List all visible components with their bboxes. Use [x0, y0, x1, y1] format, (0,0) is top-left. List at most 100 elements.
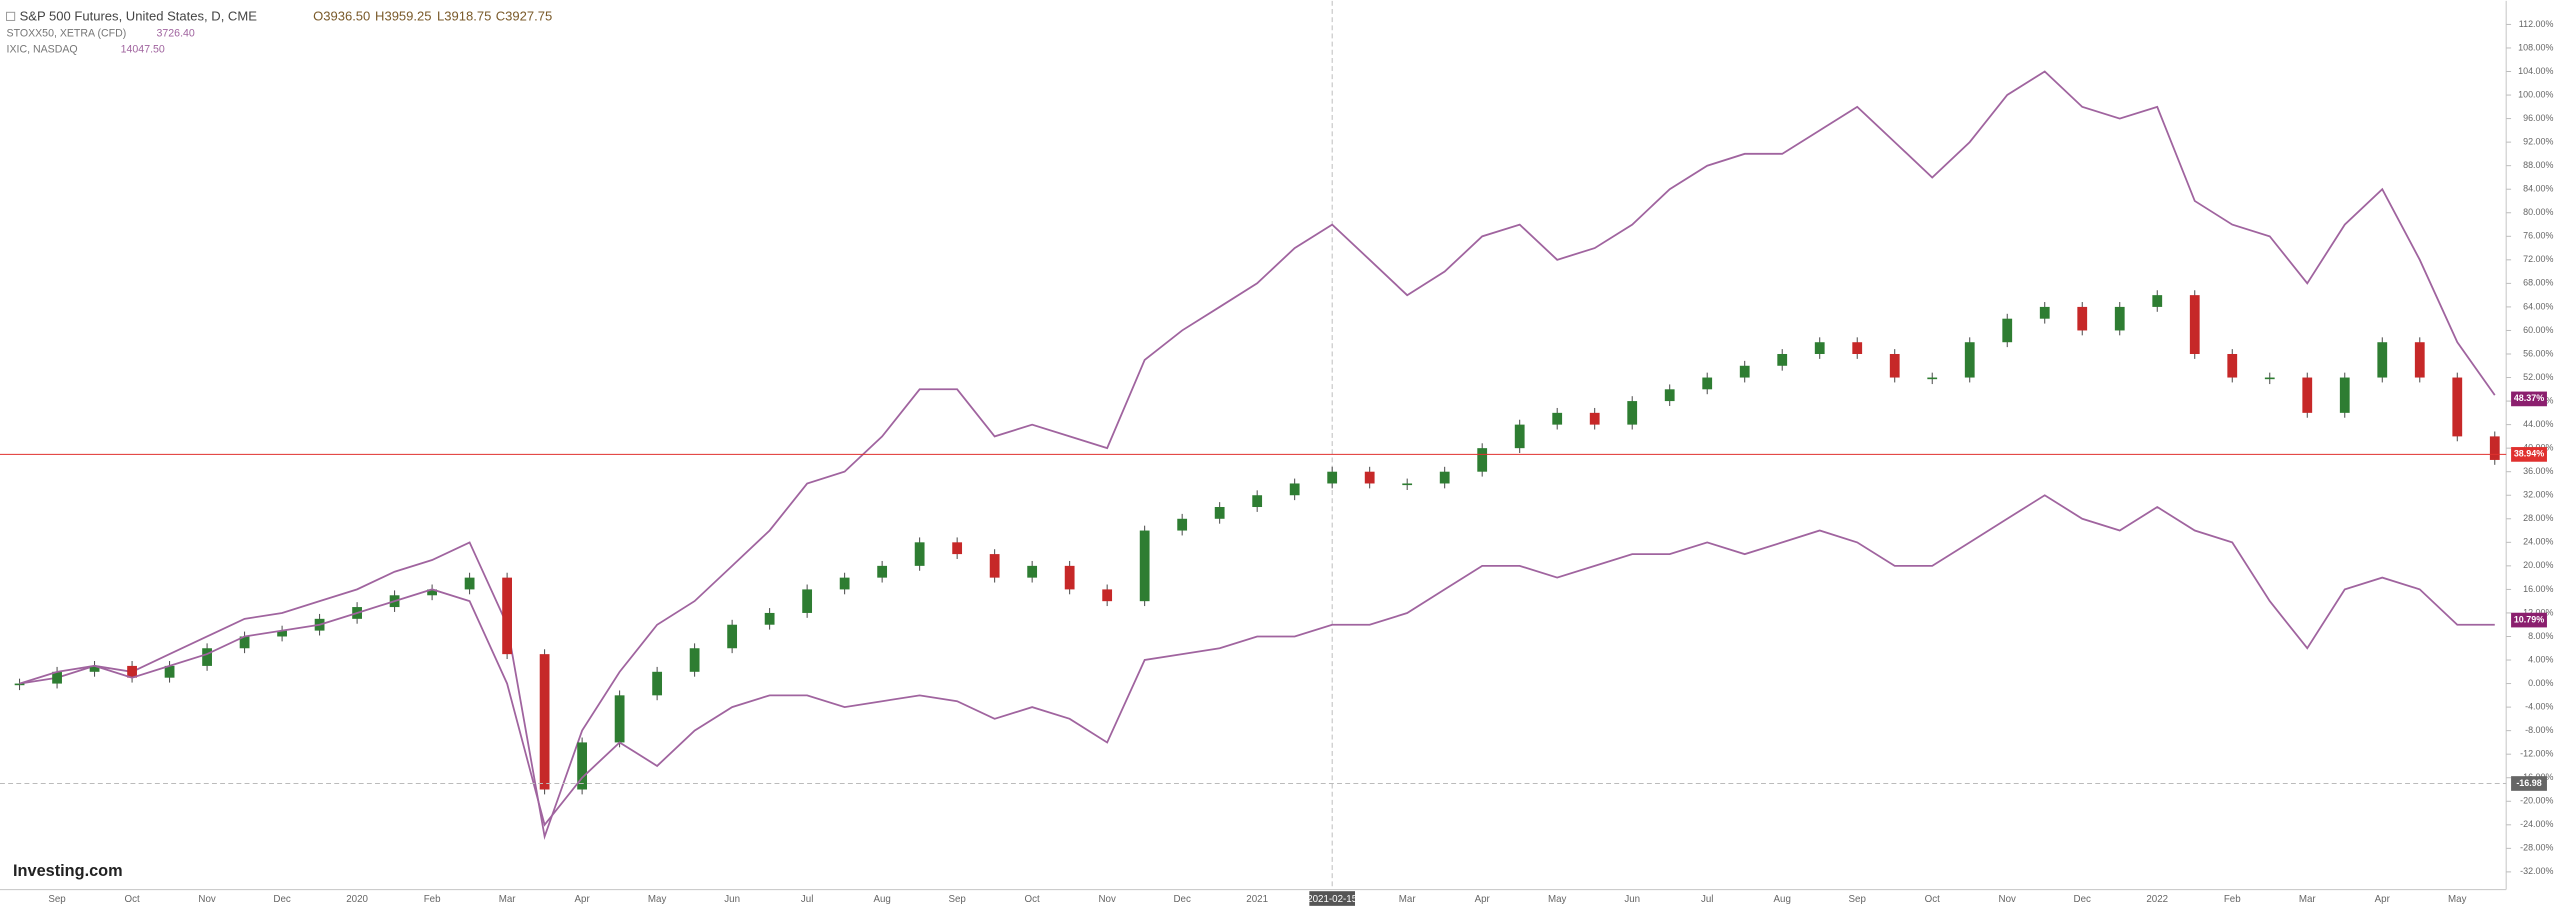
y-tick-label: -12.00%: [2520, 749, 2553, 759]
x-tick-label: Oct: [1025, 894, 1040, 905]
y-tick-label: 16.00%: [2523, 584, 2553, 594]
candle: [502, 577, 512, 655]
y-tick-label: 84.00%: [2523, 184, 2553, 194]
y-tick-label: 28.00%: [2523, 513, 2553, 523]
candle: [2227, 353, 2238, 378]
candle: [164, 665, 175, 678]
candle: [1702, 377, 1713, 390]
x-tick-label: May: [648, 894, 667, 905]
x-tick-label: Dec: [2074, 894, 2091, 905]
x-tick-label: Feb: [2224, 894, 2241, 905]
open: O3936.50: [313, 9, 370, 24]
x-tick-label: Aug: [1774, 894, 1791, 905]
candle: [127, 665, 137, 678]
compare-last: 14047.50: [121, 44, 165, 56]
crosshair-date-box: [1309, 891, 1356, 906]
candle: [1664, 389, 1675, 402]
x-tick-label: 2022: [2146, 894, 2168, 905]
low: L3918.75: [437, 9, 491, 24]
price-label: 38.94%: [2514, 449, 2544, 459]
x-tick-label: Jun: [1624, 894, 1640, 905]
series-line: [19, 494, 2495, 827]
x-tick-label: Aug: [873, 894, 890, 905]
candle: [52, 671, 62, 684]
candle: [1889, 353, 1900, 378]
x-tick-label: Oct: [124, 894, 139, 905]
compare-last: 3726.40: [157, 27, 195, 39]
x-tick-label: 2020: [346, 894, 368, 905]
y-tick-label: -8.00%: [2525, 725, 2553, 735]
candle: [1514, 424, 1525, 449]
x-tick-label: Apr: [2375, 894, 2391, 905]
x-tick-label: Jul: [801, 894, 813, 905]
candle: [2452, 377, 2463, 437]
y-tick-label: 4.00%: [2528, 654, 2553, 664]
y-tick-label: 64.00%: [2523, 301, 2553, 311]
price-label: -16.98: [2516, 778, 2541, 788]
instrument-title: S&P 500 Futures, United States, D, CME: [20, 9, 258, 24]
y-tick-label: 108.00%: [2518, 42, 2553, 52]
x-tick-label: Sep: [48, 894, 66, 905]
y-tick-label: 60.00%: [2523, 325, 2553, 335]
candle: [2077, 306, 2088, 331]
crosshair-date: 2021-02-15: [1307, 894, 1358, 905]
candle: [427, 589, 437, 596]
y-tick-label: -24.00%: [2520, 819, 2553, 829]
candle: [764, 612, 775, 625]
candle: [727, 624, 738, 649]
candle: [202, 648, 212, 666]
candle: [802, 589, 813, 613]
x-tick-label: Apr: [1475, 894, 1491, 905]
y-tick-label: 8.00%: [2528, 631, 2553, 641]
candle: [2114, 306, 2125, 331]
price-label-box: [2511, 612, 2547, 628]
candle: [1177, 518, 1188, 531]
candle: [1477, 448, 1488, 472]
candle: [952, 542, 963, 555]
candle: [2039, 306, 2050, 319]
price-label-box: [2511, 447, 2547, 462]
candle: [689, 648, 700, 672]
y-tick-label: 96.00%: [2523, 113, 2553, 123]
y-tick-label: -20.00%: [2520, 796, 2553, 806]
y-tick-label: -4.00%: [2525, 701, 2553, 711]
y-tick-label: 76.00%: [2523, 231, 2553, 241]
y-tick-label: 20.00%: [2523, 560, 2553, 570]
candle: [1552, 412, 1563, 425]
y-tick-label: 68.00%: [2523, 278, 2553, 288]
candle: [1927, 377, 1938, 380]
candle: [1439, 471, 1450, 484]
candle: [1402, 483, 1413, 486]
candle: [1739, 365, 1750, 378]
x-tick-label: Dec: [273, 894, 290, 905]
x-tick-label: Mar: [1399, 894, 1417, 905]
candle: [1327, 471, 1338, 484]
y-tick-label: 112.00%: [2519, 19, 2554, 29]
x-tick-label: 2021: [1246, 894, 1268, 905]
y-tick-label: -32.00%: [2520, 866, 2553, 876]
y-tick-label: 52.00%: [2523, 372, 2553, 382]
candle: [2489, 436, 2500, 460]
candle: [1102, 589, 1113, 602]
collapse-icon[interactable]: [6, 11, 16, 21]
logo: Investing.com: [13, 862, 123, 880]
compare-name: IXIC, NASDAQ: [7, 44, 78, 56]
x-tick-label: Apr: [575, 894, 591, 905]
candle: [464, 577, 475, 590]
candle: [1589, 412, 1600, 425]
candle: [2414, 342, 2425, 378]
x-tick-label: Feb: [424, 894, 441, 905]
y-tick-label: 36.00%: [2523, 466, 2553, 476]
x-tick-label: May: [2448, 894, 2467, 905]
candle: [1852, 342, 1863, 354]
price-label-box: [2511, 391, 2547, 407]
candle: [277, 630, 287, 637]
x-tick-label: Mar: [2299, 894, 2317, 905]
candle: [1289, 483, 1300, 496]
candle: [14, 683, 25, 686]
x-tick-label: Nov: [1999, 894, 2016, 905]
candle: [1252, 495, 1263, 508]
